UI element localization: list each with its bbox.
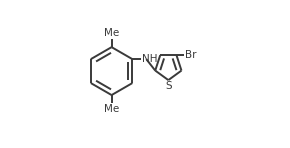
Text: S: S	[165, 81, 172, 91]
Text: Br: Br	[185, 50, 197, 60]
Text: Me: Me	[104, 104, 119, 114]
Text: NH: NH	[142, 54, 157, 64]
Text: Me: Me	[104, 28, 119, 38]
